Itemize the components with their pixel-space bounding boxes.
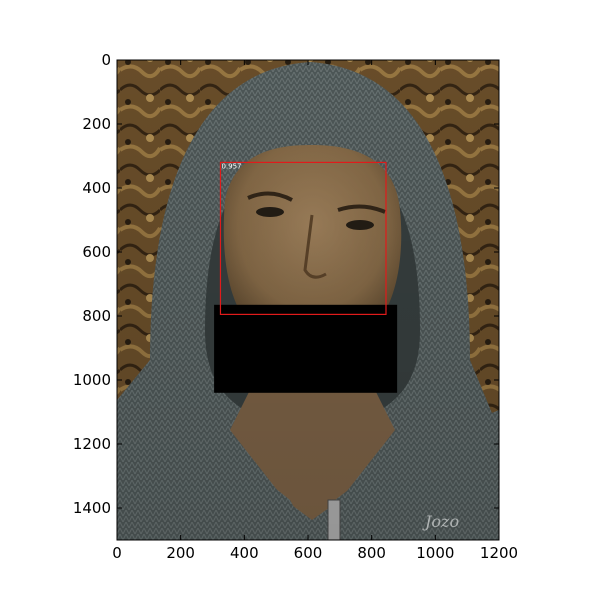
detection-score-label: 0.957 — [221, 162, 241, 170]
y-tick-label: 800 — [82, 307, 111, 325]
y-axis: 0 200 400 600 800 1000 1200 1400 — [73, 51, 499, 517]
redaction-box — [214, 304, 398, 393]
x-tick-label: 200 — [166, 544, 195, 562]
y-tick-label: 600 — [82, 243, 111, 261]
x-tick-label: 1200 — [480, 544, 518, 562]
y-tick-label: 1200 — [73, 435, 111, 453]
y-tick-label: 1400 — [73, 499, 111, 517]
photo — [117, 60, 499, 540]
y-tick-label: 0 — [101, 51, 111, 69]
x-tick-label: 0 — [112, 544, 122, 562]
watermark: Jozo — [422, 512, 459, 531]
x-tick-label: 1000 — [416, 544, 454, 562]
y-tick-label: 200 — [82, 115, 111, 133]
y-tick-label: 400 — [82, 179, 111, 197]
y-tick-label: 1000 — [73, 371, 111, 389]
x-tick-label: 400 — [230, 544, 259, 562]
x-axis: 0 200 400 600 800 1000 1200 — [112, 60, 518, 562]
x-tick-label: 800 — [357, 544, 386, 562]
x-tick-label: 600 — [294, 544, 323, 562]
detection-box — [219, 161, 387, 315]
